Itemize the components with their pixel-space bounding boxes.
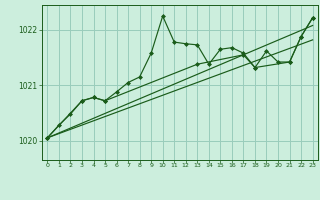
Text: Graphe pression niveau de la mer (hPa): Graphe pression niveau de la mer (hPa) (63, 184, 257, 193)
